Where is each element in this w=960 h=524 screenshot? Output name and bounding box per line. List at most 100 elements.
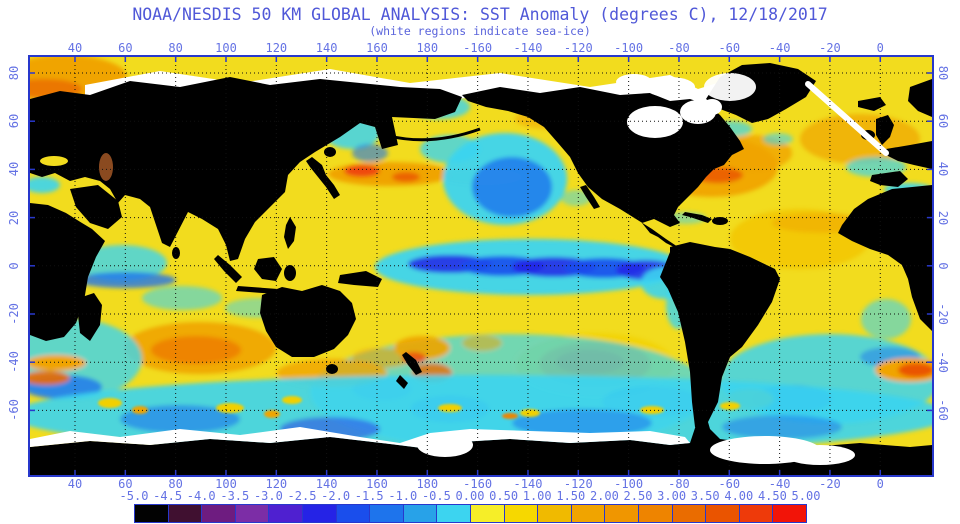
data-gap-streak [805, 81, 889, 156]
lon-tick-label: 120 [265, 477, 288, 491]
frame-tick-marks [30, 57, 932, 475]
colorbar-tick-label: 3.00 [657, 489, 687, 503]
colorbar-cell [336, 505, 371, 522]
lon-tick-label: 80 [168, 477, 183, 491]
colorbar-cell [370, 505, 404, 522]
lat-tick-label: 80 [7, 65, 21, 81]
lon-tick-label: 100 [215, 477, 237, 491]
lon-tick-label: -140 [513, 41, 543, 55]
colorbar-tick-label: 2.50 [623, 489, 653, 503]
lat-tick-label: 20 [7, 210, 21, 225]
aleutian-islands [384, 127, 481, 142]
colorbar-tick-label: -3.5 [220, 489, 250, 503]
lon-tick-label: -160 [463, 41, 493, 55]
landmass-europe [886, 141, 932, 169]
landmass-scandinavia [908, 79, 932, 117]
colorbar-cell [302, 505, 337, 522]
lon-tick-label: 0 [876, 477, 884, 491]
lon-tick-label: -20 [819, 477, 841, 491]
colorbar-tick-label: -0.5 [421, 489, 451, 503]
colorbar-tick-label: -1.5 [354, 489, 384, 503]
lon-tick-label: -40 [768, 477, 791, 491]
greenland-ice-patch [704, 73, 756, 101]
lon-tick-label: -60 [718, 41, 741, 55]
colorbar-tick-label: -2.0 [321, 489, 351, 503]
colorbar-cell [437, 505, 471, 522]
lat-tick-label: -20 [7, 303, 21, 325]
lat-tick-label: 0 [936, 262, 950, 270]
sst-anomaly-map [30, 57, 932, 475]
colorbar-cell [504, 505, 539, 522]
lat-tick-label: -40 [936, 351, 950, 374]
colorbar-tick-label: 2.00 [589, 489, 619, 503]
lon-tick-label: -60 [718, 477, 741, 491]
landmass-new-guinea [338, 271, 382, 287]
lat-tick-label: -40 [7, 351, 21, 374]
greenland-south-ice [702, 99, 722, 115]
landmass-philippines [284, 217, 296, 249]
landmass-antarctica [30, 415, 932, 475]
weddell-sea-ice-2 [785, 445, 855, 465]
colorbar-cell [538, 505, 572, 522]
antarctic-sea-ice [30, 427, 690, 449]
colorbar-cell [672, 505, 707, 522]
colorbar-cell [135, 505, 169, 522]
lon-tick-label: -20 [819, 41, 841, 55]
landmass-iceland [858, 97, 886, 111]
colorbar-tick-label: -5.0 [119, 489, 149, 503]
landmass-sumatra [214, 255, 242, 283]
landmass-baja [580, 185, 600, 209]
colorbar-tick-label: -1.0 [388, 489, 418, 503]
colorbar [134, 504, 807, 523]
landmass-sulawesi [284, 265, 296, 281]
colorbar-tick-label: 5.00 [791, 489, 821, 503]
landmass-australia [260, 285, 356, 357]
lon-tick-label: 160 [366, 41, 388, 55]
page-title: NOAA/NESDIS 50 KM GLOBAL ANALYSIS: SST A… [132, 5, 828, 24]
colorbar-cell [773, 505, 806, 522]
lon-tick-label: 60 [118, 477, 133, 491]
landmass-borneo [254, 257, 282, 281]
lat-tick-label: 60 [936, 113, 950, 129]
sea-ice-regions [30, 73, 889, 465]
landmass-iberia [870, 171, 908, 187]
landmass-new-zealand-south [396, 375, 408, 389]
hudson-bay-ice [627, 106, 683, 138]
colorbar-tick-label: -4.0 [186, 489, 216, 503]
lon-tick-label: -100 [614, 41, 644, 55]
lon-tick-label: -80 [668, 477, 690, 491]
lat-tick-label: -60 [7, 399, 21, 422]
world-map-panel [28, 55, 934, 477]
landmass-east-africa [30, 203, 105, 341]
subtitle: (white regions indicate sea-ice) [369, 24, 591, 38]
colorbar-tick-label: 3.50 [690, 489, 720, 503]
colorbar-tick-label: 4.50 [757, 489, 787, 503]
landmass-hokkaido [324, 147, 336, 157]
colorbar-cell [571, 505, 606, 522]
colorbar-tick-label: -3.0 [253, 489, 283, 503]
colorbar-cell [739, 505, 774, 522]
landmass-java [236, 286, 278, 294]
landmass-arabia [70, 185, 122, 229]
colorbar-tick-label: -2.5 [287, 489, 317, 503]
lon-tick-label: 40 [67, 41, 83, 55]
lon-tick-label: 60 [118, 41, 133, 55]
landmass-south-america [660, 242, 780, 429]
colorbar-tick-label: 0.50 [489, 489, 519, 503]
lon-tick-label: 140 [315, 41, 338, 55]
lat-tick-label: -20 [936, 303, 950, 325]
colorbar-cell [638, 505, 673, 522]
colorbar-tick-label: 1.50 [556, 489, 586, 503]
ross-sea-ice [417, 433, 473, 457]
colorbar-cell [202, 505, 236, 522]
colorbar-cell [235, 505, 270, 522]
lon-tick-label: 0 [876, 41, 884, 55]
lat-tick-label: 20 [936, 210, 950, 225]
landmass-cuba [682, 212, 712, 223]
colorbar-cell [269, 505, 303, 522]
lon-tick-label: 180 [416, 41, 439, 55]
lon-tick-label: -80 [668, 41, 690, 55]
lat-tick-label: 60 [7, 113, 21, 129]
landmass-nw-africa [838, 185, 932, 331]
